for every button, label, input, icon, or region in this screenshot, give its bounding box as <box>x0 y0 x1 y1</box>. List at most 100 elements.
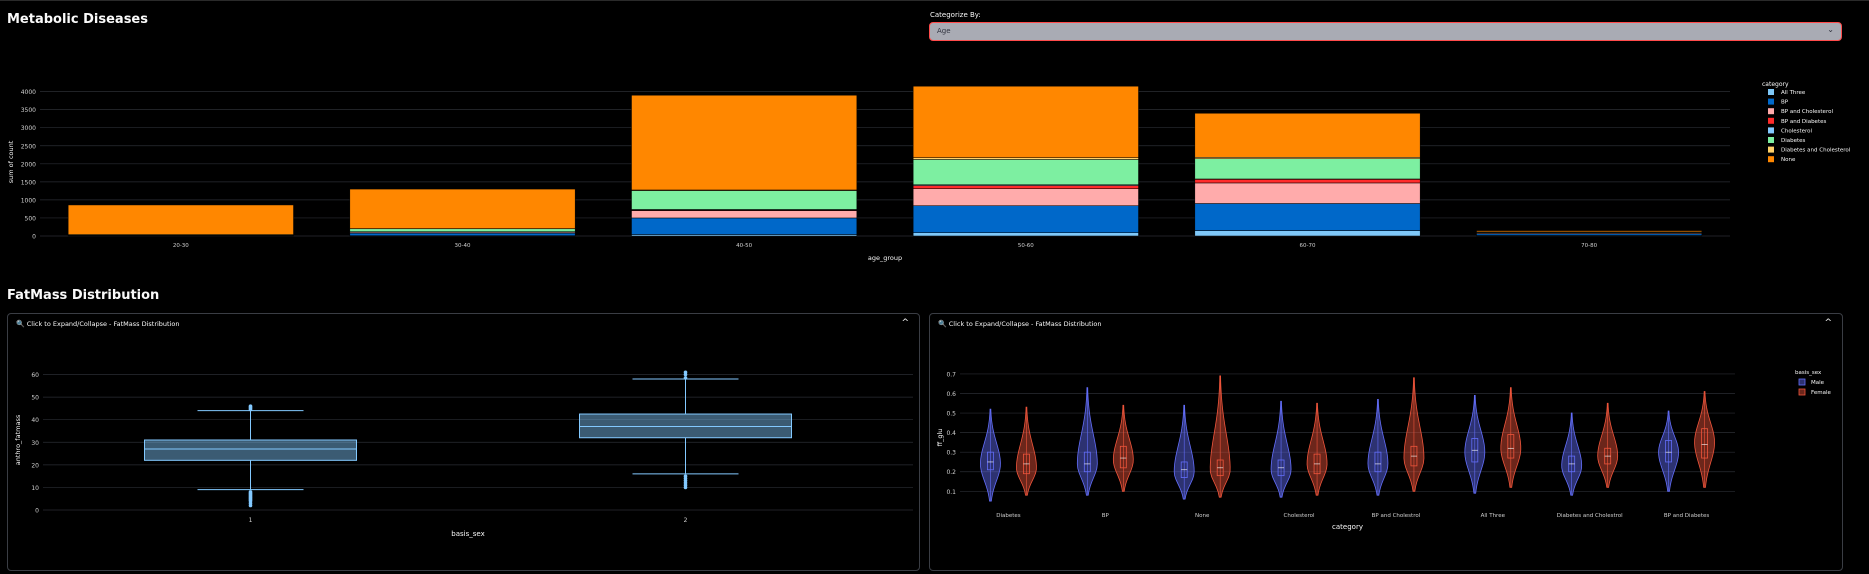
legend-item: Diabetes <box>1781 138 1806 144</box>
bar-segment <box>912 185 1139 189</box>
fatmass-box-plot[interactable]: 0 10 20 30 40 50 60 1 2 basis_sex anthro_fatmass <box>8 360 918 550</box>
y-tick-label: 0.7 <box>946 371 956 378</box>
legend-swatch <box>1798 388 1806 396</box>
x-tick-label: 30-40 <box>455 243 471 249</box>
legend-swatch <box>1768 146 1774 153</box>
y-tick-label: 2000 <box>21 161 36 168</box>
legend-item: BP and Diabetes <box>1781 119 1826 125</box>
bar-segment <box>631 190 858 210</box>
outlier-point <box>248 490 253 494</box>
bar-segment <box>631 210 858 219</box>
legend-item: All Three <box>1781 90 1806 96</box>
y-tick-label: 2500 <box>21 143 36 150</box>
bar-segment <box>1476 230 1703 233</box>
x-tick-label: 2 <box>684 517 688 524</box>
legend-item: None <box>1781 157 1796 163</box>
x-tick-label: BP and Diabetes <box>1664 513 1709 519</box>
legend-swatch <box>1768 98 1774 105</box>
legend-swatch <box>1798 378 1806 386</box>
y-axis-title: ff_glu <box>936 429 944 447</box>
y-tick-label: 0.6 <box>946 391 956 398</box>
y-tick-label: 0.2 <box>946 469 956 476</box>
y-tick-label: 3000 <box>21 125 36 132</box>
bar-segment <box>349 232 576 236</box>
chevron-up-icon[interactable]: ^ <box>1824 318 1832 328</box>
magnifier-icon: 🔍 <box>938 320 947 328</box>
x-tick-label: Diabetes <box>996 513 1021 519</box>
y-tick-label: 0.3 <box>946 450 956 457</box>
outlier-point <box>248 404 253 408</box>
legend-item: BP and Cholesterol <box>1781 109 1833 115</box>
y-tick-label: 30 <box>31 440 39 447</box>
x-tick-label: 70-80 <box>1581 243 1597 249</box>
outlier-point <box>683 474 688 478</box>
bar-segment <box>1194 182 1421 204</box>
bar-segment <box>912 159 1139 185</box>
y-tick-label: 1500 <box>21 179 36 186</box>
violin-box <box>1701 428 1708 459</box>
x-axis-title: category <box>1332 523 1363 531</box>
y-tick-label: 40 <box>31 417 39 424</box>
legend-title: category <box>1762 81 1789 88</box>
legend-swatch <box>1768 117 1774 124</box>
outlier-point <box>683 376 688 380</box>
categorize-by-label: Categorize By: <box>930 11 981 19</box>
y-tick-label: 0 <box>35 508 39 515</box>
x-tick-label: None <box>1195 513 1210 519</box>
stacked-bar-chart[interactable]: 0 500 1000 1500 2000 2500 3000 3500 4000 20-30 30-… <box>0 80 1869 265</box>
top-divider <box>0 0 1869 1</box>
bar-segment <box>912 85 1139 158</box>
violin-box <box>1374 451 1382 473</box>
bar-segment <box>349 228 576 232</box>
section-title-fatmass: FatMass Distribution <box>7 288 160 303</box>
y-tick-label: 60 <box>31 372 39 379</box>
legend-item: Female <box>1811 390 1832 396</box>
legend-swatch <box>1768 137 1774 143</box>
bar-segment <box>912 232 1139 237</box>
y-tick-label: 20 <box>31 462 39 469</box>
y-tick-label: 0 <box>32 234 36 241</box>
fatmass-violin-card-header[interactable]: 🔍 Click to Expand/Collapse - FatMass Dist… <box>938 320 1102 328</box>
categorize-by-value: Age <box>937 27 951 35</box>
y-tick-label: 1000 <box>21 197 36 204</box>
magnifier-icon: 🔍 <box>16 320 25 328</box>
y-tick-label: 50 <box>31 395 39 402</box>
y-axis-title: anthro_fatmass <box>14 414 22 465</box>
y-tick-label: 0.1 <box>946 489 956 496</box>
y-tick-label: 0.5 <box>946 411 956 418</box>
glucose-violin-plot[interactable]: 0.1 0.2 0.3 0.4 0.5 0.6 0.7 Diabetes BP None Chole… <box>930 360 1841 550</box>
categorize-by-select[interactable]: Age ⌄ <box>929 22 1842 41</box>
bar-segment <box>1194 179 1421 184</box>
legend-item: BP <box>1781 100 1789 106</box>
x-axis-title: basis_sex <box>451 530 484 538</box>
bar-segment <box>912 205 1139 234</box>
violin-box <box>987 451 994 471</box>
fatmass-violin-card-title: Click to Expand/Collapse - FatMass Distr… <box>948 320 1102 328</box>
y-axis-title: sum of count <box>7 140 15 183</box>
chevron-down-icon: ⌄ <box>1827 25 1834 34</box>
x-tick-label: BP and Cholestrol <box>1372 513 1421 519</box>
page-title: Metabolic Diseases <box>7 12 148 27</box>
fatmass-violin-card: 🔍 Click to Expand/Collapse - FatMass Dist… <box>929 313 1843 571</box>
bar-segment <box>1194 230 1421 237</box>
bar-segment <box>912 188 1139 206</box>
x-tick-label: All Three <box>1481 513 1506 519</box>
y-tick-label: 3500 <box>21 107 36 114</box>
x-tick-label: BP <box>1102 513 1110 519</box>
bar-segment <box>349 188 576 229</box>
bar-segment <box>1194 203 1421 231</box>
violin-box <box>1083 451 1091 473</box>
violin-box <box>1665 440 1672 463</box>
violin-box <box>1507 434 1515 459</box>
x-tick-label: 60-70 <box>1300 243 1316 249</box>
legend-swatch <box>1768 108 1774 115</box>
x-tick-label: 1 <box>249 517 253 524</box>
outlier-point <box>683 370 688 375</box>
y-tick-label: 4000 <box>21 89 36 96</box>
x-tick-label: 20-30 <box>173 243 189 249</box>
fatmass-box-card-header[interactable]: 🔍 Click to Expand/Collapse - FatMass Dist… <box>16 320 180 328</box>
fatmass-box-card: 🔍 Click to Expand/Collapse - FatMass Dist… <box>7 313 920 571</box>
chevron-up-icon[interactable]: ^ <box>901 318 909 328</box>
violin-box <box>1119 445 1127 469</box>
y-tick-label: 0.4 <box>946 430 956 437</box>
